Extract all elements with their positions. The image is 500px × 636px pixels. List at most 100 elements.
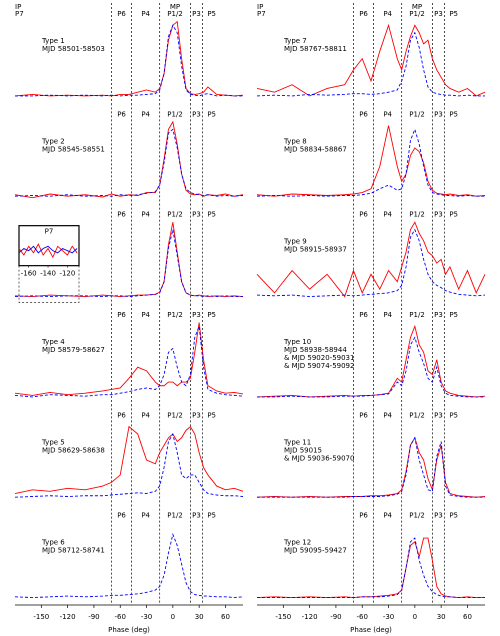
component-label: P1/2	[409, 311, 425, 319]
panel-label: Type 10	[283, 338, 311, 346]
component-label: P3	[192, 10, 201, 18]
inset-tick-label: -160	[21, 270, 37, 278]
component-label: P1/2	[409, 10, 425, 18]
component-label: P4	[141, 411, 150, 419]
inset-tick-label: -140	[40, 270, 56, 278]
profile-line	[257, 537, 485, 599]
panel-label: & MJD 59074-59092	[284, 362, 354, 370]
profile-line	[15, 24, 243, 97]
component-label: P1/2	[167, 211, 183, 219]
component-label: P4	[141, 311, 150, 319]
panel-label: Type 9	[283, 238, 307, 246]
component-label: P6	[117, 211, 126, 219]
panel-label: MJD 58834-58867	[284, 145, 347, 153]
x-tick-label: -30	[141, 613, 152, 621]
component-label: P6	[359, 311, 368, 319]
profile-line	[256, 436, 486, 498]
component-label: P1/2	[409, 512, 425, 520]
panel-label: Type 5	[41, 438, 65, 446]
inset-tick-label: -120	[59, 270, 75, 278]
x-tick-label: 30	[195, 613, 204, 621]
panel-label: & MJD 59036-59070	[284, 454, 354, 462]
component-label: P5	[207, 211, 216, 219]
component-label: P4	[141, 10, 150, 18]
component-label: P5	[449, 10, 458, 18]
x-tick-label: -150	[33, 613, 49, 621]
x-tick-label: -60	[115, 613, 126, 621]
panel-label: Type 4	[41, 338, 65, 346]
x-tick-label: 30	[437, 613, 446, 621]
component-label: P5	[207, 512, 216, 520]
panel-label: MJD 58545-58551	[42, 145, 105, 153]
component-label: P5	[449, 311, 458, 319]
x-tick-label: -90	[88, 613, 99, 621]
profile-line	[14, 120, 244, 199]
inset-title: P7	[45, 228, 54, 236]
inset-frame	[18, 225, 80, 267]
x-tick-label: 0	[171, 613, 175, 621]
panel-label: MJD 58712-58741	[42, 547, 105, 555]
profile-line	[256, 228, 486, 298]
inset-line	[18, 243, 78, 259]
x-axis-label: Phase (deg)	[108, 626, 150, 634]
component-label: P4	[383, 110, 392, 118]
component-label: P3	[192, 512, 201, 520]
x-tick-label: 60	[221, 613, 230, 621]
component-label: P1/2	[167, 311, 183, 319]
component-label: P6	[117, 110, 126, 118]
x-tick-label: -30	[383, 613, 394, 621]
component-label: P5	[449, 512, 458, 520]
component-label: P1/2	[167, 10, 183, 18]
component-label: P6	[117, 10, 126, 18]
panel-label: MJD 58938-58944	[284, 346, 347, 354]
component-label: P4	[383, 10, 392, 18]
component-label: P5	[449, 110, 458, 118]
component-label: P6	[117, 311, 126, 319]
profile-line	[14, 229, 243, 298]
panel-label: MJD 59015	[284, 446, 322, 454]
profile-line	[14, 128, 244, 197]
x-tick-label: -120	[60, 613, 76, 621]
profile-line	[14, 425, 244, 494]
profile-line	[14, 326, 244, 398]
panel-label: MJD 59095-59427	[284, 547, 347, 555]
component-label: P6	[359, 110, 368, 118]
x-tick-label: 0	[413, 613, 417, 621]
inset-line	[18, 245, 78, 254]
component-label: P4	[383, 512, 392, 520]
profile-line	[256, 221, 486, 298]
component-label: P3	[192, 411, 201, 419]
profile-line	[257, 336, 485, 398]
panel-label: Type 6	[41, 539, 65, 547]
component-label: P5	[207, 110, 216, 118]
component-label: P3	[434, 110, 443, 118]
profile-line	[257, 436, 485, 498]
panel-label: Type 7	[283, 37, 307, 45]
component-label: P4	[141, 512, 150, 520]
component-label: P3	[192, 110, 201, 118]
ip-label: IP	[257, 3, 263, 11]
component-label: P4	[383, 411, 392, 419]
panel-label: MJD 58629-58638	[42, 446, 105, 454]
profile-line	[14, 532, 244, 599]
component-label: P5	[207, 311, 216, 319]
component-label: P3	[434, 10, 443, 18]
p7-label: P7	[257, 10, 266, 18]
component-label: P6	[117, 512, 126, 520]
component-label: P4	[141, 110, 150, 118]
component-label: P1/2	[167, 110, 183, 118]
component-label: P6	[359, 211, 368, 219]
panel-label: MJD 58767-58811	[284, 45, 347, 53]
mp-label: MP	[412, 3, 422, 11]
component-label: P6	[359, 10, 368, 18]
ip-label: IP	[15, 3, 21, 11]
component-label: P3	[192, 311, 201, 319]
x-axis-label: Phase (deg)	[350, 626, 392, 634]
component-label: P1/2	[167, 411, 183, 419]
component-label: P1/2	[409, 411, 425, 419]
component-label: P3	[434, 311, 443, 319]
x-tick-label: -90	[330, 613, 341, 621]
component-label: P3	[434, 211, 443, 219]
profile-line	[256, 125, 486, 197]
